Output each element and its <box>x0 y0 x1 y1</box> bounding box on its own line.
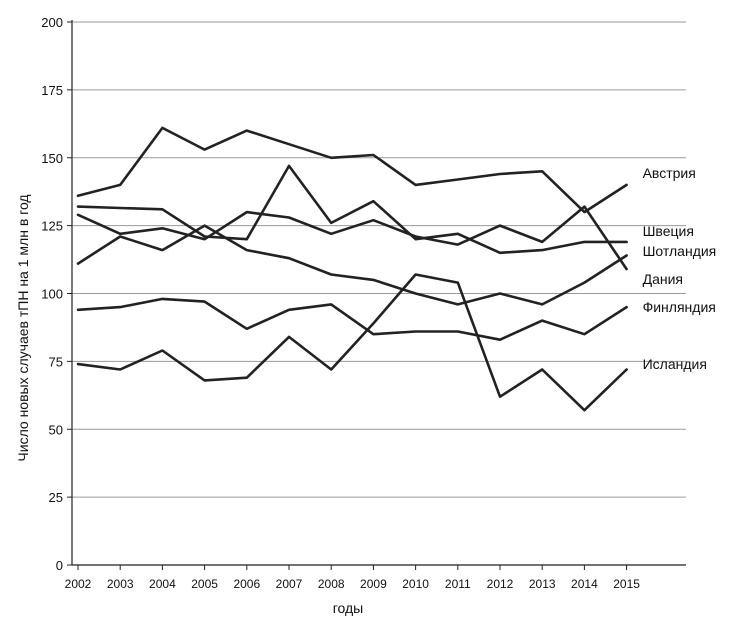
series-line-1 <box>76 126 628 214</box>
x-tick-label: 2008 <box>318 577 345 591</box>
series-label-3: Шотландия <box>643 243 717 259</box>
series-label-2: Швеция <box>643 223 694 239</box>
y-tick-label: 175 <box>41 83 63 98</box>
y-tick-label: 150 <box>41 151 63 166</box>
x-tick-label: 2004 <box>149 577 176 591</box>
x-tick-label: 2007 <box>276 577 303 591</box>
x-tick-label: 2005 <box>191 577 218 591</box>
y-tick-label: 200 <box>41 15 63 30</box>
x-tick-label: 2012 <box>487 577 514 591</box>
series-label-4: Дания <box>643 271 683 287</box>
series-line-5 <box>76 297 628 342</box>
x-tick-label: 2011 <box>445 577 471 591</box>
x-tick-label: 2006 <box>233 577 260 591</box>
series-label-6: Исландия <box>643 356 707 372</box>
x-axis-label: годы <box>333 600 364 616</box>
x-tick-label: 2009 <box>360 577 387 591</box>
x-tick-label: 2013 <box>529 577 556 591</box>
series-label-1: Австрия <box>643 165 696 181</box>
y-tick-label: 125 <box>41 219 63 234</box>
series-lines <box>76 126 628 412</box>
x-tick-label: 2003 <box>107 577 134 591</box>
series-line-2 <box>76 164 628 255</box>
x-tick-label: 2015 <box>613 577 640 591</box>
series-label-5: Финляндия <box>643 299 716 315</box>
y-axis-label: Число новых случаев тПН на 1 млн в год <box>15 194 31 461</box>
axes: 0 25 50 75 100 125 150 175 200 2002 2003 2004 2005 20… <box>41 15 686 591</box>
x-tick-label: 2010 <box>402 577 429 591</box>
series-line-6 <box>76 273 628 412</box>
x-tick-label: 2014 <box>571 577 598 591</box>
grid-lines <box>72 21 686 498</box>
x-tick-label: 2002 <box>65 577 92 591</box>
series-line-4 <box>76 205 628 271</box>
y-tick-label: 25 <box>49 490 63 505</box>
series-labels: Австрия Швеция Шотландия Дания Финляндия Исла… <box>643 165 717 372</box>
series-line-3 <box>76 224 628 306</box>
y-tick-label: 100 <box>41 287 63 302</box>
y-tick-label: 75 <box>49 354 63 369</box>
y-tick-label: 0 <box>56 558 63 573</box>
y-tick-label: 50 <box>49 422 63 437</box>
